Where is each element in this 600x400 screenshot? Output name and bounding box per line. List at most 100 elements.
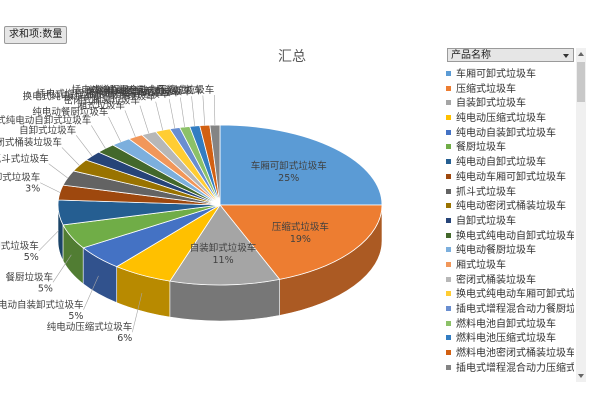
- data-label: 自装卸式垃圾车: [190, 242, 257, 254]
- legend-item: 燃料电池自卸式垃圾车: [446, 318, 574, 333]
- pie-slice: [169, 204, 281, 286]
- legend-item: 纯电动车厢可卸式垃圾车: [446, 171, 574, 186]
- data-label: 抓斗式垃圾车: [0, 153, 49, 165]
- data-label: 燃料电池自卸式垃圾车: [85, 87, 180, 99]
- legend-label: 自装卸式垃圾车: [456, 98, 526, 110]
- legend-item: 纯电动餐厨垃圾车: [446, 244, 574, 259]
- leader-line: [139, 105, 150, 134]
- data-label: 燃料电池密闭式桶装垃圾车: [89, 84, 203, 96]
- scroll-thumb[interactable]: [577, 62, 585, 102]
- leader-line: [213, 95, 216, 126]
- data-label: 6%: [117, 333, 132, 344]
- legend-item: 餐厨垃圾车: [446, 141, 574, 156]
- data-label: 压缩式垃圾车: [272, 221, 329, 233]
- data-label: 19%: [290, 234, 311, 245]
- legend-swatch: [446, 115, 451, 121]
- legend-item: 压缩式垃圾车: [446, 83, 574, 98]
- legend-label: 厢式垃圾车: [456, 259, 506, 271]
- leader-line: [180, 97, 185, 127]
- legend-item: 燃料电池压缩式垃圾车: [446, 332, 574, 347]
- pie-slice: [209, 124, 221, 206]
- legend-item: 纯电动密闭式桶装垃圾车: [446, 200, 574, 215]
- legend-label: 纯电动密闭式桶装垃圾车: [456, 201, 566, 213]
- leader-line: [52, 254, 72, 283]
- legend-label: 插电式增程混合动力压缩式垃圾车: [456, 362, 574, 374]
- leader-line: [124, 110, 136, 137]
- data-label: 5%: [68, 311, 83, 322]
- legend-swatch: [446, 306, 451, 311]
- leader-line: [202, 95, 206, 126]
- legend-item: 抓斗式垃圾车: [446, 186, 574, 201]
- legend-swatch: [446, 188, 451, 194]
- data-label: 25%: [278, 173, 299, 184]
- data-label: 换电式纯电动自卸式垃圾车: [0, 114, 91, 126]
- scroll-up-icon[interactable]: [578, 52, 584, 56]
- legend-item: 插电式增程混合动力餐厨垃圾车: [446, 303, 574, 318]
- data-label: 纯电动自卸式垃圾车: [0, 240, 39, 252]
- legend-label: 燃料电池压缩式垃圾车: [456, 333, 556, 345]
- data-label: 自卸式垃圾车: [19, 124, 76, 136]
- leader-line: [191, 96, 195, 127]
- legend-label: 密闭式桶装垃圾车: [456, 274, 536, 286]
- legend-label: 插电式增程混合动力餐厨垃圾车: [456, 304, 574, 315]
- leader-line: [38, 230, 59, 251]
- chart-title: 汇总: [278, 49, 306, 65]
- leader-line: [168, 99, 176, 129]
- data-label: 厢式垃圾车: [77, 99, 125, 111]
- legend-swatch: [446, 100, 451, 106]
- legend-item: 纯电动压缩式垃圾车: [446, 112, 574, 127]
- legend-label: 车厢可卸式垃圾车: [456, 69, 536, 80]
- legend-label: 燃料电池自卸式垃圾车: [456, 318, 556, 330]
- legend-swatch: [446, 173, 451, 179]
- legend-item: 厢式垃圾车: [446, 259, 574, 274]
- legend-swatch: [446, 203, 451, 209]
- legend-item: 密闭式桶装垃圾车: [446, 274, 574, 289]
- data-label: 插电式增程混合动力餐厨垃圾车: [36, 88, 169, 100]
- legend-label: 纯电动自卸式垃圾车: [456, 157, 546, 169]
- dropdown-arrow-icon[interactable]: [563, 54, 569, 58]
- data-label: 纯电动压缩式垃圾车: [47, 321, 133, 333]
- leader-line: [155, 101, 164, 131]
- legend-swatch: [446, 261, 451, 267]
- leader-line: [40, 182, 61, 193]
- data-label: 插电式增程混合动力压缩式垃圾车: [72, 84, 215, 96]
- data-label: 3%: [25, 184, 40, 195]
- legend-swatch: [446, 232, 451, 238]
- legend: 车厢可卸式垃圾车压缩式垃圾车 自装卸式垃圾车纯电动压缩式垃圾车 纯电动自装卸式垃圾车…: [446, 68, 574, 376]
- legend-item: 自卸式垃圾车: [446, 215, 574, 230]
- legend-item: 换电式纯电动自卸式垃圾车: [446, 230, 574, 245]
- pie-slice: [219, 204, 383, 280]
- legend-swatch: [446, 364, 451, 370]
- legend-scrollbar[interactable]: [576, 48, 586, 382]
- data-label: 餐厨垃圾车: [5, 271, 53, 283]
- data-label: 5%: [24, 252, 39, 263]
- data-label: 密闭式桶装垃圾车: [64, 95, 140, 107]
- legend-filter-button[interactable]: 产品名称: [447, 48, 574, 62]
- legend-swatch: [446, 350, 451, 356]
- legend-label: 纯电动自装卸式垃圾车: [456, 127, 556, 139]
- legend-item: 换电式纯电动车厢可卸式垃圾车: [446, 288, 574, 303]
- legend-label: 餐厨垃圾车: [456, 142, 506, 154]
- legend-label: 纯电动餐厨垃圾车: [456, 245, 536, 257]
- legend-swatch: [446, 129, 451, 135]
- data-label: 5%: [38, 283, 53, 294]
- legend-item: 插电式增程混合动力压缩式垃圾车: [446, 362, 574, 377]
- legend-label: 换电式纯电动自卸式垃圾车: [456, 230, 574, 242]
- scroll-down-icon[interactable]: [578, 374, 584, 378]
- legend-swatch: [446, 320, 451, 326]
- data-label: 11%: [212, 255, 233, 266]
- pie-slice: [219, 124, 383, 206]
- leader-line: [91, 125, 106, 149]
- legend-label: 抓斗式垃圾车: [456, 186, 516, 198]
- data-label: 纯电动车厢可卸式垃圾车: [0, 172, 40, 184]
- value-field-button[interactable]: 求和项:数量: [4, 26, 68, 44]
- legend-label: 燃料电池密闭式桶装垃圾车: [456, 348, 574, 360]
- leader-line: [61, 147, 80, 166]
- data-label: 燃料电池压缩式垃圾车: [97, 85, 192, 97]
- legend-filter-label: 产品名称: [451, 50, 491, 61]
- legend-swatch: [446, 71, 451, 76]
- legend-swatch: [446, 85, 451, 91]
- leader-line: [48, 163, 68, 179]
- data-label: 纯电动餐厨垃圾车: [32, 106, 108, 118]
